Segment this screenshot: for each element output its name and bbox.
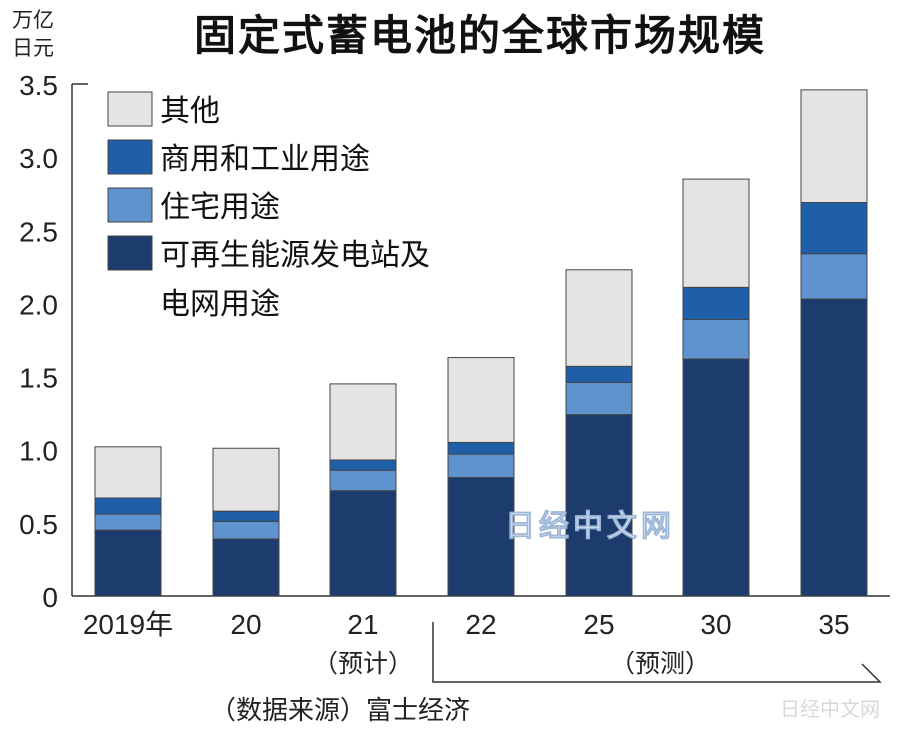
legend-label: 商用和工业用途	[160, 142, 370, 177]
legend-label: 可再生能源发电站及	[160, 238, 430, 273]
bar-segment	[447, 477, 515, 597]
bar-segment	[329, 459, 397, 471]
bar-segment	[565, 414, 633, 597]
forecast-label: （预测）	[610, 649, 710, 678]
bar-segment	[212, 447, 280, 512]
forecast-bracket	[432, 622, 882, 683]
y-unit-line1: 万亿	[12, 8, 54, 32]
bar-segment	[800, 201, 868, 255]
bar-segment	[682, 178, 750, 288]
bar-segment	[447, 441, 515, 455]
corner-watermark: 日经中文网	[780, 697, 880, 721]
y-tick-label: 1.0	[19, 436, 58, 467]
legend-swatch	[107, 139, 153, 175]
bar-segment	[94, 529, 162, 597]
legend-label: 其他	[160, 94, 220, 129]
bar-segment	[800, 89, 868, 203]
bar-segment	[682, 319, 750, 360]
bar-segment	[565, 365, 633, 383]
bar-segment	[212, 510, 280, 522]
estimate-label: （预计）	[313, 649, 413, 678]
legend-label: 住宅用途	[160, 190, 280, 225]
bar-segment	[565, 381, 633, 416]
x-tick-label: 30	[700, 609, 731, 640]
y-tick-label: 3.5	[19, 70, 58, 101]
bar-segment	[94, 513, 162, 531]
bar-segment	[800, 253, 868, 300]
bar-segment	[329, 383, 397, 461]
y-tick-label: 2.5	[19, 216, 58, 247]
bar-segment	[329, 469, 397, 492]
bar-segment	[212, 538, 280, 597]
y-tick-label: 1.5	[19, 363, 58, 394]
legend-swatch	[107, 235, 153, 271]
bar-segment	[94, 446, 162, 499]
x-tick-label: 22	[465, 609, 496, 640]
y-tick-label: 0	[42, 582, 58, 613]
bar-segment	[94, 497, 162, 515]
y-unit-line2: 日元	[12, 36, 54, 60]
y-tick-label: 3.0	[19, 143, 58, 174]
bar-segment	[447, 357, 515, 443]
bar-segment	[565, 269, 633, 367]
watermark: 日经中文网	[505, 509, 675, 544]
legend-swatch	[107, 91, 153, 127]
bar-segment	[329, 490, 397, 597]
bar-segment	[800, 298, 868, 597]
bar-segment	[447, 453, 515, 479]
legend-label-cont: 电网用途	[160, 287, 280, 322]
chart-title: 固定式蓄电池的全球市场规模	[193, 11, 766, 60]
bar-segment	[682, 358, 750, 597]
y-tick-label: 2.0	[19, 289, 58, 320]
bar-segment	[212, 520, 280, 540]
legend-swatch	[107, 187, 153, 223]
x-tick-label: 21	[347, 609, 378, 640]
x-tick-label: 20	[230, 609, 261, 640]
source-note: （数据来源）富士经济	[210, 696, 471, 726]
y-tick-label: 0.5	[19, 509, 58, 540]
x-tick-label: 2019年	[83, 609, 173, 640]
x-tick-label: 25	[583, 609, 614, 640]
x-tick-label: 35	[818, 609, 849, 640]
bar-segment	[682, 286, 750, 321]
